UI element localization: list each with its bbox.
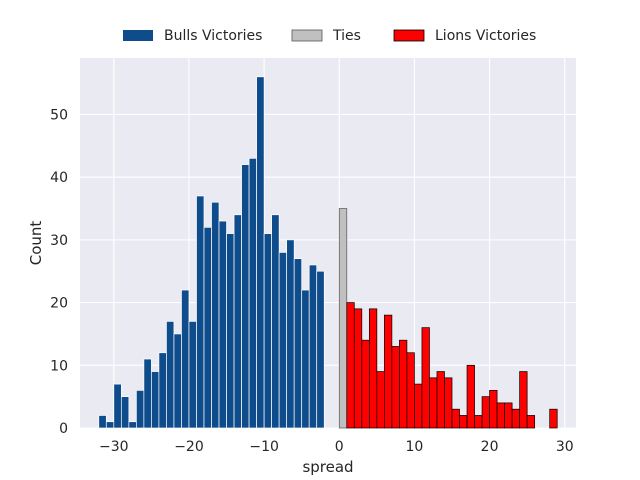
bar <box>241 164 250 429</box>
bar <box>203 226 212 429</box>
x-axis-label: spread <box>302 458 353 476</box>
bar <box>511 408 520 429</box>
bar <box>128 421 137 429</box>
bar <box>286 239 295 429</box>
legend-swatch-ties <box>291 29 323 42</box>
bar <box>353 308 363 429</box>
bar <box>105 421 115 429</box>
bar <box>173 333 182 429</box>
bar <box>399 339 408 429</box>
y-axis-label: Count <box>27 221 45 266</box>
legend-label-ties: Ties <box>332 28 361 44</box>
bar <box>481 396 490 429</box>
x-tick-label: 20 <box>481 439 499 455</box>
bar <box>376 371 385 429</box>
bar <box>384 314 393 429</box>
bar <box>316 270 325 429</box>
legend: Bulls Victories Ties Lions Victories <box>123 28 536 44</box>
bar <box>444 377 453 429</box>
y-tick-label: 0 <box>59 421 68 437</box>
x-tick-label: −30 <box>99 439 129 455</box>
bar <box>549 408 558 429</box>
bar <box>143 358 152 429</box>
y-tick-label: 50 <box>50 107 68 123</box>
y-tick-labels: 0 10 20 30 40 50 <box>50 107 68 437</box>
bar <box>489 390 498 429</box>
bar <box>414 383 423 429</box>
x-tick-label: 0 <box>335 439 344 455</box>
bar <box>436 371 445 429</box>
bar <box>526 415 536 429</box>
legend-label-bulls: Bulls Victories <box>164 28 262 44</box>
bar <box>151 371 160 429</box>
bar <box>226 233 235 429</box>
x-tick-label: −10 <box>249 439 279 455</box>
bar <box>421 327 430 429</box>
bar <box>451 408 460 429</box>
bar <box>233 214 242 429</box>
bar <box>211 201 220 429</box>
bar <box>519 371 528 429</box>
bar <box>429 377 438 429</box>
bar <box>338 208 348 429</box>
y-tick-label: 10 <box>50 358 68 374</box>
bar <box>496 402 505 429</box>
bar <box>136 390 145 429</box>
bar <box>278 252 288 429</box>
bar <box>308 264 318 429</box>
x-tick-label: 30 <box>556 439 574 455</box>
bar <box>256 76 265 429</box>
bar <box>158 352 167 429</box>
bar <box>368 308 378 429</box>
legend-swatch-lions <box>393 29 425 42</box>
x-tick-labels: −30 −20 −10 0 10 20 30 <box>99 439 574 455</box>
legend-label-lions: Lions Victories <box>435 28 536 44</box>
bar <box>459 415 468 429</box>
bar <box>474 415 483 429</box>
bars-group <box>98 76 558 429</box>
bar <box>504 402 513 429</box>
bar <box>166 321 175 429</box>
bar <box>181 289 190 429</box>
bar <box>188 321 197 429</box>
bar <box>120 396 130 429</box>
bar <box>361 339 370 429</box>
bar <box>248 157 257 429</box>
bar <box>346 302 355 429</box>
bar <box>263 233 272 429</box>
y-tick-label: 30 <box>50 233 68 249</box>
bar <box>271 214 280 429</box>
x-tick-label: −20 <box>174 439 204 455</box>
bar <box>466 364 475 429</box>
bar <box>98 415 107 429</box>
bar <box>218 220 227 429</box>
y-tick-label: 40 <box>50 170 68 186</box>
bar <box>113 383 122 429</box>
bar <box>406 352 415 429</box>
bar <box>293 258 303 429</box>
bar <box>196 195 205 429</box>
bar <box>391 346 400 429</box>
y-tick-label: 20 <box>50 296 68 312</box>
legend-swatch-bulls <box>123 30 153 41</box>
x-tick-label: 10 <box>406 439 424 455</box>
bar <box>301 289 310 429</box>
